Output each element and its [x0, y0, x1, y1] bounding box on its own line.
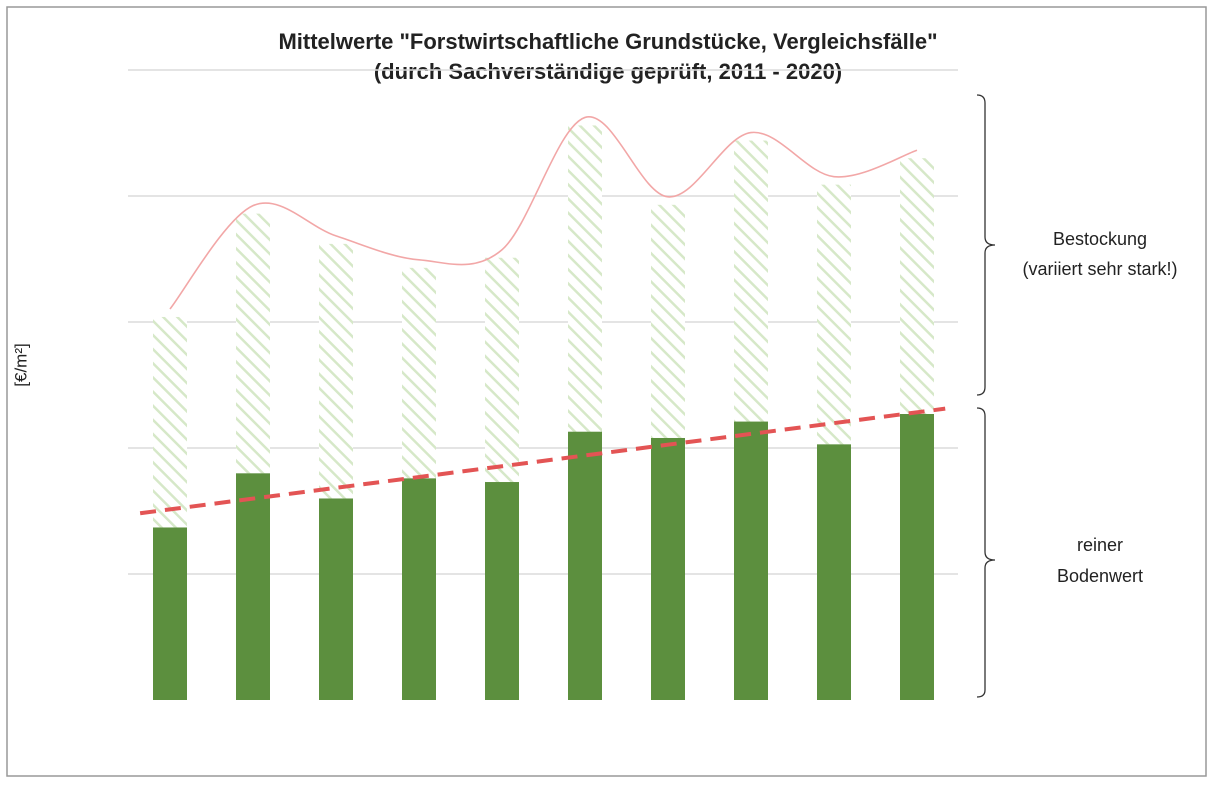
bar-segment [568, 431, 602, 700]
chart-title: Mittelwerte "Forstwirtschaftliche Grunds… [278, 29, 937, 54]
bar-segment [402, 267, 436, 479]
bar-segment [900, 158, 934, 414]
bar-segment [817, 444, 851, 700]
bar-segment [153, 527, 187, 700]
bar-segment [236, 213, 270, 474]
annotation: (variiert sehr stark!) [1022, 259, 1177, 279]
brace [976, 407, 996, 698]
trend-line [139, 406, 946, 516]
bar-segment [485, 482, 519, 700]
bar-segment [651, 204, 685, 438]
annotation: Bestockung [1053, 229, 1147, 249]
bar-segment [402, 478, 436, 700]
brace [976, 94, 996, 396]
bar-segment [651, 437, 685, 700]
bar-segment [900, 413, 934, 700]
bar-segment [734, 421, 768, 700]
y-axis-label: [€/m²] [11, 343, 30, 386]
annotation: Bodenwert [1057, 566, 1143, 586]
chart-subtitle: (durch Sachverständige geprüft, 2011 - 2… [374, 59, 842, 84]
bar-segment [319, 498, 353, 700]
frame [6, 6, 1207, 777]
total-curve [169, 116, 918, 310]
bar-segment [568, 125, 602, 432]
bar-segment [734, 140, 768, 422]
bar-segment [236, 473, 270, 700]
bar-segment [319, 243, 353, 499]
annotation: reiner [1077, 535, 1123, 555]
bar-segment [153, 316, 187, 528]
bar-segment [817, 184, 851, 445]
bar-segment [485, 257, 519, 483]
